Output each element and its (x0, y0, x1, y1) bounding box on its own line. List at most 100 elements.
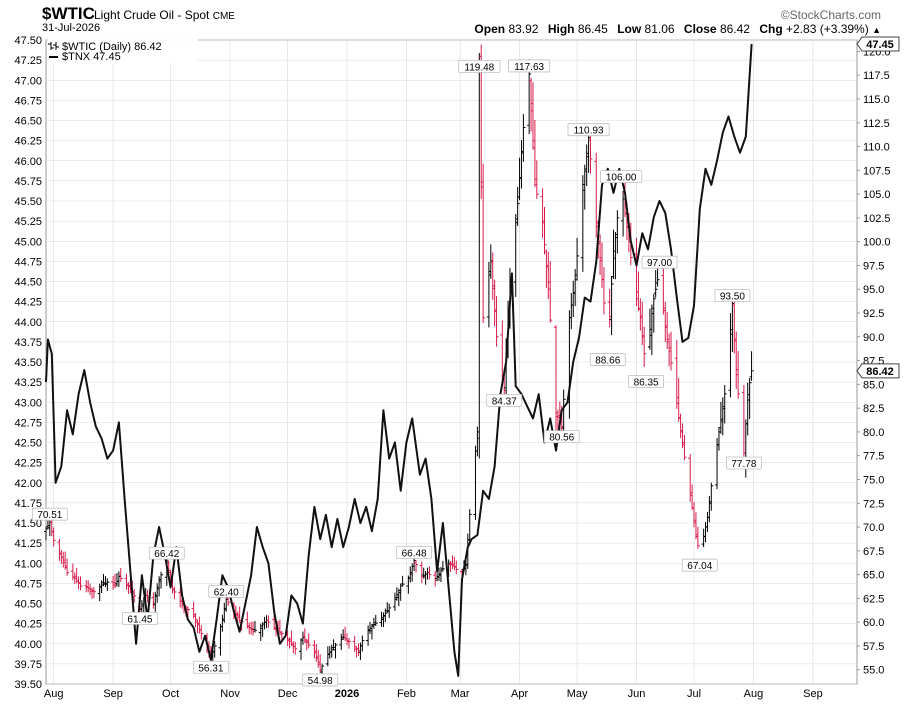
right-tick-label: 60.0 (863, 617, 884, 629)
left-tick-label: 46.75 (14, 95, 42, 107)
x-tick-label: Nov (220, 688, 240, 700)
right-tick-label: 102.5 (863, 213, 891, 225)
price-annotation: 66.42 (148, 546, 185, 560)
open-value: 83.92 (508, 22, 539, 36)
left-tick-label: 39.50 (14, 679, 42, 691)
left-tick-label: 44.25 (14, 297, 42, 309)
ohlc-bar (695, 526, 700, 549)
high-label: High (547, 22, 575, 36)
left-tick-label: 44.00 (14, 317, 42, 329)
svg-text:56.31: 56.31 (198, 663, 223, 674)
left-tick-label: 45.25 (14, 216, 42, 228)
ohlc-bar (91, 587, 96, 599)
left-tick-label: 42.25 (14, 458, 42, 470)
right-tick-label: 110.0 (863, 142, 890, 154)
tnx-line (45, 43, 753, 677)
ohlc-bar (266, 615, 271, 628)
svg-text:88.66: 88.66 (595, 356, 620, 367)
left-tick-label: 46.25 (14, 136, 42, 148)
svg-text:67.04: 67.04 (687, 561, 712, 572)
price-annotation: 77.78 (725, 456, 762, 470)
ohlc-bar (588, 130, 593, 174)
ohlc-bar (159, 571, 164, 589)
svg-text:66.42: 66.42 (154, 549, 179, 560)
ohlc-bar (400, 575, 405, 587)
low-label: Low (617, 22, 642, 36)
ohlc-bar (534, 160, 539, 199)
gridlines (46, 39, 857, 685)
price-annotation: 56.31 (192, 660, 229, 674)
price-annotation: 93.50 (714, 289, 751, 302)
ohlc-bar (440, 560, 445, 572)
price-annotation: 84.37 (486, 393, 523, 407)
change-value: +2.83 (+3.39%) (786, 22, 869, 36)
x-tick-label: May (567, 688, 588, 700)
svg-text:54.98: 54.98 (308, 676, 333, 687)
ohlc-bar (454, 560, 459, 575)
ohlc-bar (575, 237, 580, 281)
svg-text:86.35: 86.35 (634, 378, 659, 389)
left-tick-label: 43.75 (14, 337, 42, 349)
ohlc-bar (414, 560, 419, 573)
ohlc-bar (373, 614, 378, 626)
price-annotation: 119.48 (458, 59, 501, 73)
wtic-last-value-tag: 86.42 (856, 363, 900, 379)
right-tick-label: 85.0 (863, 379, 884, 391)
left-tick-label: 47.50 (14, 35, 42, 47)
close-label: Close (683, 22, 717, 36)
instrument-name: Light Crude Oil - Spot (94, 8, 210, 22)
right-axis: 55.0 57.5 60.0 62.5 65.0 67.5 70.0 72.5 75.0 77.5… (857, 46, 891, 677)
right-tick-label: 65.0 (863, 570, 884, 582)
left-tick-label: 42.75 (14, 417, 42, 429)
left-tick-label: 39.75 (14, 659, 42, 671)
close-value: 86.42 (719, 22, 750, 36)
price-annotation: 117.63 (508, 59, 551, 73)
right-tick-label: 92.5 (863, 308, 884, 320)
left-tick-label: 45.50 (14, 196, 42, 208)
right-tick-label: 112.5 (863, 118, 890, 130)
x-tick-label: 2026 (335, 688, 359, 700)
ohlc-bar (682, 434, 687, 461)
price-annotation: 54.98 (302, 673, 339, 687)
ohlc-readout: Open 83.92 High 86.45 Low 81.06 Close 86… (474, 22, 881, 36)
left-tick-label: 43.25 (14, 377, 42, 389)
left-tick-label: 43.50 (14, 357, 42, 369)
right-tick-label: 67.5 (863, 546, 884, 558)
svg-text:70.51: 70.51 (37, 510, 62, 521)
ohlc-bar (515, 186, 520, 226)
ohlc-bar (293, 641, 298, 655)
x-tick-label: Sep (803, 688, 823, 700)
ohlc-bar (722, 384, 727, 424)
svg-text:119.48: 119.48 (464, 62, 494, 73)
svg-text:97.00: 97.00 (647, 258, 672, 269)
left-tick-label: 40.50 (14, 599, 42, 611)
right-tick-label: 117.5 (863, 70, 890, 82)
left-tick-label: 44.50 (14, 277, 42, 289)
left-tick-label: 41.50 (14, 518, 42, 530)
price-annotation: 67.04 (681, 558, 718, 572)
left-tick-label: 40.75 (14, 578, 42, 590)
price-annotation: 62.40 (208, 584, 245, 598)
x-tick-label: Mar (451, 688, 470, 700)
ohlc-bar (105, 578, 110, 592)
x-tick-label: Jul (687, 688, 701, 700)
x-tick-label: Apr (511, 688, 528, 700)
ohlc-bar (481, 163, 486, 323)
ohlc-bar (78, 576, 83, 591)
ohlc-bar (601, 267, 606, 315)
x-tick-label: Oct (162, 688, 179, 700)
ohlc-bar (709, 482, 714, 511)
high-value: 86.45 (577, 22, 608, 36)
price-annotation: 86.35 (628, 375, 665, 389)
ohlc-bar (669, 331, 674, 371)
right-tick-label: 97.5 (863, 260, 884, 272)
left-axis: 39.50 39.75 40.00 40.25 40.50 40.75 41.00 41.25… (14, 35, 42, 691)
ohlc-bar (333, 642, 338, 659)
right-tick-label: 90.0 (863, 332, 884, 344)
left-tick-label: 41.75 (14, 498, 42, 510)
ohlc-bar (736, 351, 741, 399)
svg-text:66.48: 66.48 (402, 549, 427, 560)
x-tick-label: Aug (744, 688, 764, 700)
right-tick-label: 80.0 (863, 427, 884, 439)
